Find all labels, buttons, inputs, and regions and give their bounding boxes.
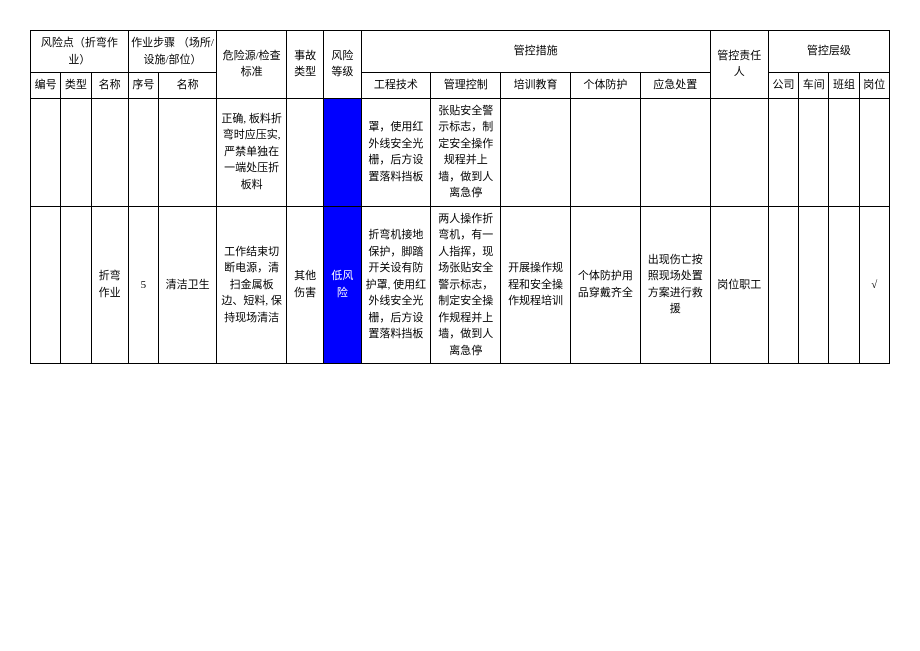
header-accident: 事故类型 — [287, 31, 324, 99]
cell-mgmt: 两人操作折弯机，有一人指挥，现场张贴安全警示标志，制定安全操作规程并上墙，做到人… — [431, 206, 501, 364]
cell-emergency: 出现伤亡按照现场处置方案进行救援 — [640, 206, 710, 364]
cell-workshop — [799, 98, 829, 206]
cell-position — [859, 98, 889, 206]
cell-team — [829, 206, 859, 364]
cell-engineering: 罩，使用红外线安全光栅，后方设置落料挡板 — [361, 98, 431, 206]
header-emergency: 应急处置 — [640, 73, 710, 99]
header-steps: 作业步骤 （场所/设施/部位） — [128, 31, 216, 73]
header-control-level: 管控层级 — [768, 31, 889, 73]
cell-engineering: 折弯机接地保护，脚踏开关设有防护罩, 使用红外线安全光栅，后方设置落料挡板 — [361, 206, 431, 364]
header-ppe: 个体防护 — [570, 73, 640, 99]
cell-id — [31, 98, 61, 206]
header-step-name: 名称 — [159, 73, 217, 99]
cell-training — [501, 98, 571, 206]
cell-seq: 5 — [128, 206, 158, 364]
header-position: 岗位 — [859, 73, 889, 99]
cell-hazard: 正确, 板料折弯时应压实, 严禁单独在一端处压折板料 — [217, 98, 287, 206]
cell-mgmt: 张贴安全警示标志，制定安全操作规程并上墙，做到人离急停 — [431, 98, 501, 206]
header-workshop: 车间 — [799, 73, 829, 99]
table-header: 风险点（折弯作业） 作业步骤 （场所/设施/部位） 危险源/检查标准 事故类型 … — [31, 31, 890, 99]
cell-step-name: 清洁卫生 — [159, 206, 217, 364]
header-measures: 管控措施 — [361, 31, 710, 73]
table-row: 折弯作业 5 清洁卫生 工作结束切断电源，清扫金属板边、短料, 保持现场清洁 其… — [31, 206, 890, 364]
cell-position: √ — [859, 206, 889, 364]
cell-workshop — [799, 206, 829, 364]
header-training: 培训教育 — [501, 73, 571, 99]
cell-team — [829, 98, 859, 206]
cell-training: 开展操作规程和安全操作规程培训 — [501, 206, 571, 364]
table-row: 正确, 板料折弯时应压实, 严禁单独在一端处压折板料 罩，使用红外线安全光栅，后… — [31, 98, 890, 206]
header-risk-level: 风险等级 — [324, 31, 361, 99]
cell-hazard: 工作结束切断电源，清扫金属板边、短料, 保持现场清洁 — [217, 206, 287, 364]
cell-risk-level — [324, 98, 361, 206]
cell-ppe — [570, 98, 640, 206]
header-mgmt: 管理控制 — [431, 73, 501, 99]
cell-company — [768, 206, 798, 364]
risk-table: 风险点（折弯作业） 作业步骤 （场所/设施/部位） 危险源/检查标准 事故类型 … — [30, 30, 890, 364]
cell-accident — [287, 98, 324, 206]
cell-responsible: 岗位职工 — [710, 206, 768, 364]
header-risk-point: 风险点（折弯作业） — [31, 31, 129, 73]
cell-company — [768, 98, 798, 206]
header-seq: 序号 — [128, 73, 158, 99]
header-company: 公司 — [768, 73, 798, 99]
header-team: 班组 — [829, 73, 859, 99]
cell-id — [31, 206, 61, 364]
header-hazard: 危险源/检查标准 — [217, 31, 287, 99]
header-type: 类型 — [61, 73, 91, 99]
cell-risk-level: 低风险 — [324, 206, 361, 364]
cell-emergency — [640, 98, 710, 206]
cell-name — [91, 98, 128, 206]
table-body: 正确, 板料折弯时应压实, 严禁单独在一端处压折板料 罩，使用红外线安全光栅，后… — [31, 98, 890, 364]
cell-type — [61, 206, 91, 364]
header-responsible: 管控责任人 — [710, 31, 768, 99]
header-id: 编号 — [31, 73, 61, 99]
cell-ppe: 个体防护用品穿戴齐全 — [570, 206, 640, 364]
cell-responsible — [710, 98, 768, 206]
cell-type — [61, 98, 91, 206]
header-engineering: 工程技术 — [361, 73, 431, 99]
cell-name: 折弯作业 — [91, 206, 128, 364]
cell-accident: 其他伤害 — [287, 206, 324, 364]
header-name: 名称 — [91, 73, 128, 99]
cell-seq — [128, 98, 158, 206]
cell-step-name — [159, 98, 217, 206]
